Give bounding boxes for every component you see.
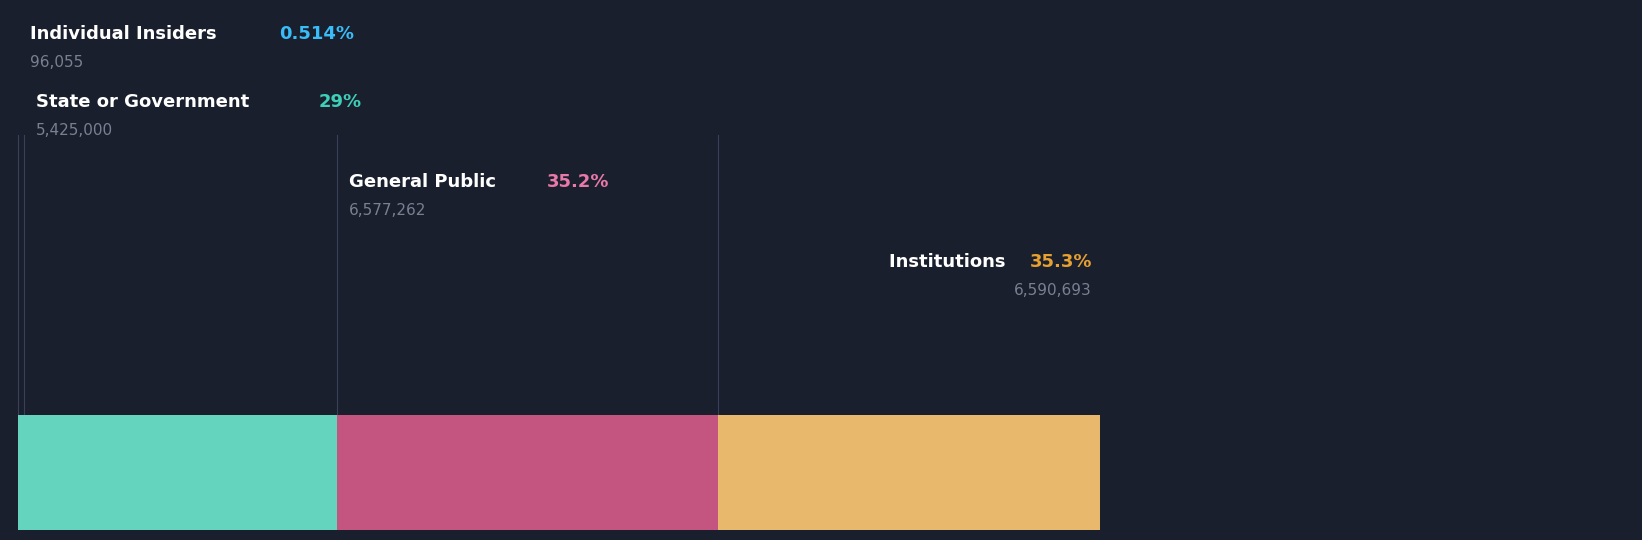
Bar (23, 415, 337, 530)
Text: 6,577,262: 6,577,262 (350, 203, 427, 218)
Text: 35.3%: 35.3% (1030, 253, 1092, 271)
Text: 96,055: 96,055 (30, 55, 84, 70)
Text: General Public: General Public (350, 173, 502, 191)
Text: 29%: 29% (319, 93, 361, 111)
Text: State or Government: State or Government (36, 93, 255, 111)
Text: Institutions: Institutions (888, 253, 1011, 271)
Text: 35.2%: 35.2% (547, 173, 609, 191)
Bar (718, 415, 1100, 530)
Text: 6,590,693: 6,590,693 (1015, 283, 1092, 298)
Text: Individual Insiders: Individual Insiders (30, 25, 223, 43)
Bar (18, 415, 23, 530)
Bar (337, 415, 718, 530)
Text: 5,425,000: 5,425,000 (36, 123, 113, 138)
Text: 0.514%: 0.514% (279, 25, 355, 43)
